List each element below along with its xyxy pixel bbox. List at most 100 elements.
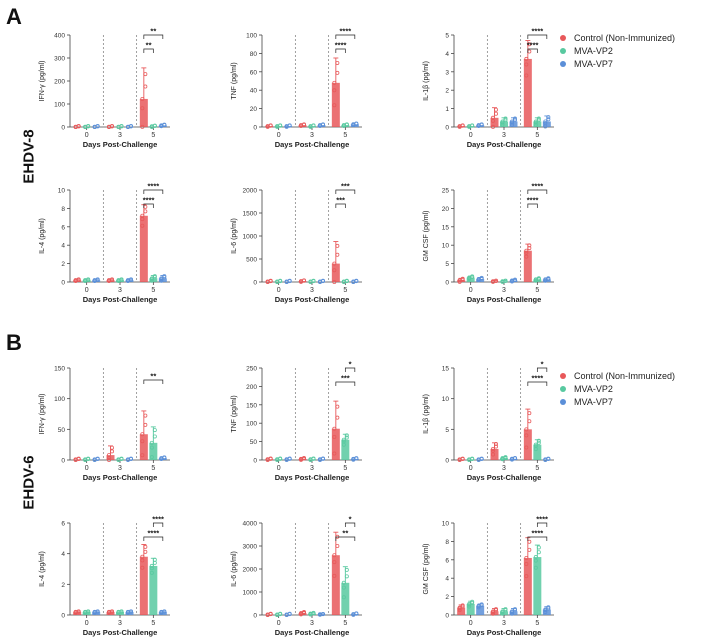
data-point bbox=[344, 433, 349, 438]
y-tick-label: 0 bbox=[253, 458, 257, 465]
data-point bbox=[457, 605, 462, 610]
x-tick-label: 5 bbox=[151, 465, 155, 472]
x-tick-label: 5 bbox=[343, 620, 347, 627]
data-point bbox=[140, 124, 145, 129]
significance-bracket bbox=[536, 522, 548, 527]
x-tick-label: 0 bbox=[469, 620, 473, 627]
data-point bbox=[533, 444, 538, 449]
x-tick-label: 5 bbox=[535, 465, 539, 472]
data-point bbox=[543, 607, 548, 612]
y-tick-label: 300 bbox=[54, 56, 65, 63]
y-tick-label: 6 bbox=[445, 557, 449, 564]
data-point bbox=[149, 455, 154, 460]
x-axis-label: Days Post-Challenge bbox=[83, 140, 158, 149]
panel-letter-a: A bbox=[6, 4, 22, 29]
data-point bbox=[460, 276, 465, 281]
data-point bbox=[493, 111, 498, 116]
significance-label: **** bbox=[339, 27, 351, 36]
data-point bbox=[493, 607, 498, 612]
legend-item: MVA-VP2 bbox=[560, 44, 675, 57]
data-point bbox=[140, 554, 145, 559]
y-axis-label: IL-4 (pg/ml) bbox=[39, 218, 46, 254]
legend-swatch-vp2 bbox=[560, 47, 566, 54]
data-point bbox=[116, 278, 121, 283]
x-tick-label: 3 bbox=[118, 620, 122, 627]
data-point bbox=[140, 213, 145, 218]
x-tick-label: 3 bbox=[310, 620, 314, 627]
x-axis-label: Days Post-Challenge bbox=[467, 628, 542, 637]
data-point bbox=[107, 124, 112, 129]
data-point bbox=[140, 453, 145, 458]
significance-label: **** bbox=[152, 515, 164, 524]
y-axis-label: IL-1β (pg/ml) bbox=[423, 394, 430, 434]
data-point bbox=[298, 123, 303, 128]
y-tick-label: 6 bbox=[61, 224, 65, 231]
chart-a-5: 0 5 10 15 20 25 GM CSF (pg/ml) Days Post-Challe… bbox=[423, 182, 554, 304]
x-tick-label: 0 bbox=[85, 465, 89, 472]
data-point bbox=[351, 612, 356, 617]
y-axis-label: GM CSF (pg/ml) bbox=[423, 211, 430, 262]
y-tick-label: 0 bbox=[445, 613, 449, 620]
data-point bbox=[536, 118, 541, 123]
data-point bbox=[73, 609, 78, 614]
data-point bbox=[140, 432, 145, 437]
y-tick-label: 4 bbox=[61, 243, 65, 250]
data-point bbox=[159, 123, 164, 128]
significance-label: * bbox=[541, 360, 544, 369]
data-point bbox=[275, 612, 280, 617]
data-point bbox=[536, 440, 541, 445]
x-tick-label: 0 bbox=[85, 287, 89, 294]
y-tick-label: 5 bbox=[445, 427, 449, 434]
data-point bbox=[341, 439, 346, 444]
y-tick-label: 60 bbox=[250, 69, 258, 76]
x-tick-label: 5 bbox=[535, 132, 539, 139]
data-point bbox=[546, 115, 551, 120]
data-point bbox=[524, 445, 529, 450]
x-axis-label: Days Post-Challenge bbox=[275, 295, 350, 304]
y-tick-label: 100 bbox=[54, 102, 65, 109]
data-point bbox=[513, 116, 518, 121]
significance-bracket bbox=[335, 189, 356, 194]
data-point bbox=[524, 562, 529, 567]
y-tick-label: 0 bbox=[61, 280, 65, 287]
data-point bbox=[107, 457, 112, 462]
data-point bbox=[126, 609, 131, 614]
bar-vp2 bbox=[533, 557, 542, 615]
x-tick-label: 3 bbox=[502, 132, 506, 139]
data-point bbox=[341, 123, 346, 128]
y-tick-label: 2000 bbox=[243, 567, 258, 574]
data-point bbox=[284, 279, 289, 284]
y-tick-label: 80 bbox=[250, 51, 258, 58]
data-point bbox=[159, 276, 164, 281]
y-axis-label: IFN-γ (pg/ml) bbox=[39, 61, 46, 102]
data-point bbox=[536, 550, 541, 555]
chart-b-4: 0 1000 2000 3000 4000 IL-6 (pg/ml) Days Post-C… bbox=[231, 515, 362, 637]
significance-bracket bbox=[143, 189, 164, 194]
x-axis-label: Days Post-Challenge bbox=[83, 628, 158, 637]
significance-bracket bbox=[344, 367, 356, 372]
data-point bbox=[308, 124, 313, 129]
data-point bbox=[265, 124, 270, 129]
legend-swatch-control bbox=[560, 34, 566, 41]
bar-control bbox=[331, 263, 340, 282]
y-tick-label: 4 bbox=[445, 576, 449, 583]
data-point bbox=[524, 574, 529, 579]
y-tick-label: 6 bbox=[61, 521, 65, 528]
data-point bbox=[317, 612, 322, 617]
x-tick-label: 0 bbox=[469, 287, 473, 294]
bar-vp2 bbox=[149, 442, 158, 460]
y-tick-label: 0 bbox=[61, 613, 65, 620]
x-axis-label: Days Post-Challenge bbox=[467, 140, 542, 149]
x-tick-label: 0 bbox=[277, 132, 281, 139]
data-point bbox=[344, 567, 349, 572]
data-point bbox=[92, 457, 97, 462]
data-point bbox=[140, 558, 145, 563]
data-point bbox=[490, 609, 495, 614]
data-point bbox=[527, 547, 532, 552]
data-point bbox=[490, 446, 495, 451]
data-point bbox=[527, 411, 532, 416]
data-point bbox=[527, 419, 532, 424]
